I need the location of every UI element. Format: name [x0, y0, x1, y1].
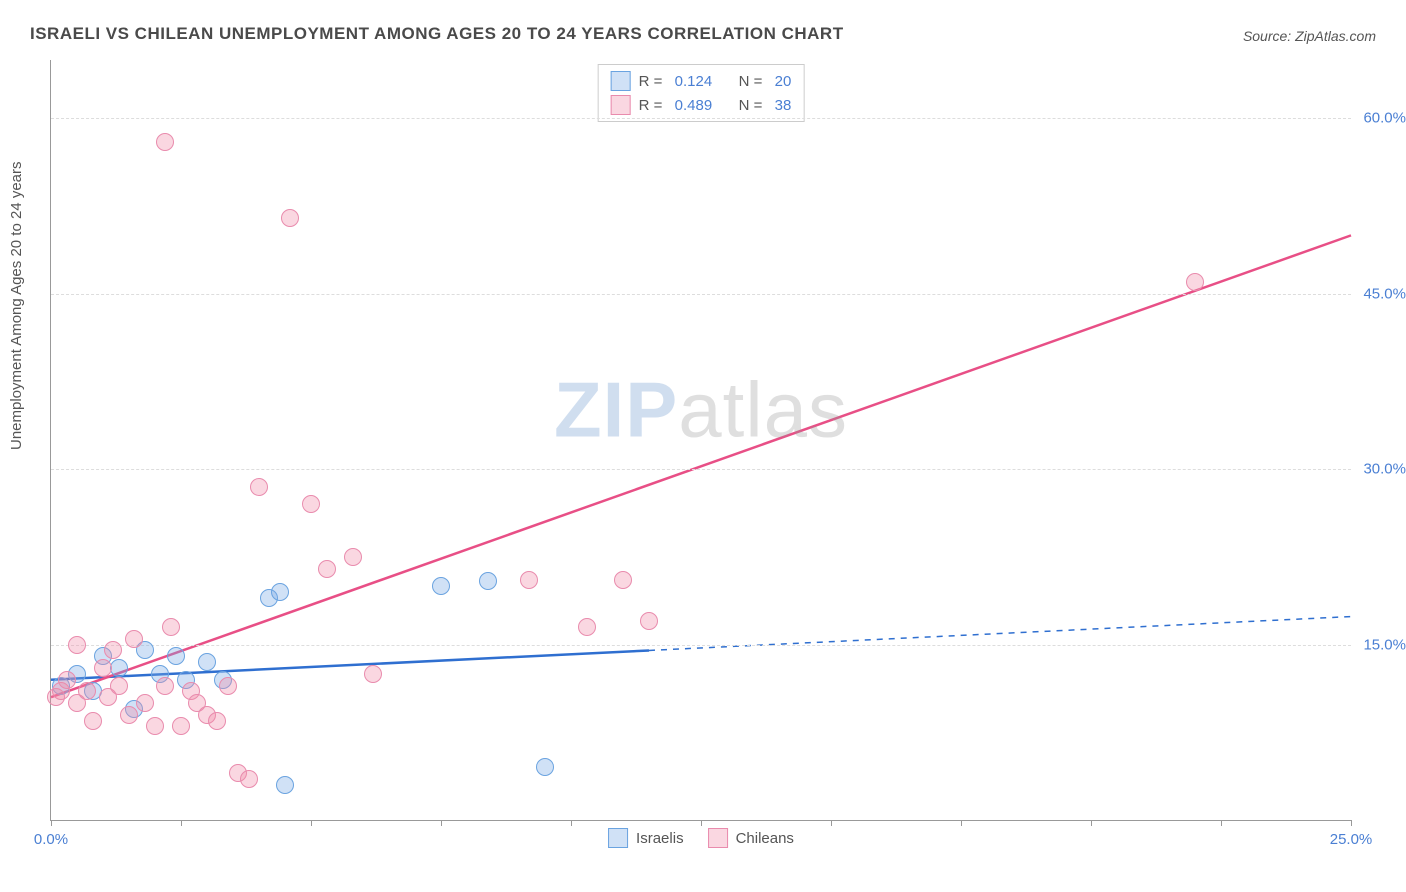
swatch-israelis-icon: [611, 71, 631, 91]
y-tick-label: 30.0%: [1363, 461, 1406, 478]
data-point-chileans: [136, 694, 154, 712]
data-point-chileans: [578, 618, 596, 636]
data-point-chileans: [58, 671, 76, 689]
x-tick: [961, 820, 962, 826]
data-point-chileans: [156, 677, 174, 695]
legend-label-chileans: Chileans: [736, 830, 794, 847]
correlation-legend: R = 0.124 N = 20 R = 0.489 N = 38: [598, 64, 805, 122]
n-value-chileans: 38: [775, 97, 792, 114]
n-label: N =: [739, 73, 767, 90]
data-point-chileans: [172, 717, 190, 735]
data-point-chileans: [146, 717, 164, 735]
data-point-chileans: [208, 712, 226, 730]
x-tick: [1221, 820, 1222, 826]
y-tick-label: 15.0%: [1363, 636, 1406, 653]
r-value-israelis: 0.124: [675, 73, 731, 90]
data-point-israelis: [536, 758, 554, 776]
x-tick: [311, 820, 312, 826]
data-point-israelis: [110, 659, 128, 677]
n-value-israelis: 20: [775, 73, 792, 90]
data-point-chileans: [125, 630, 143, 648]
data-point-chileans: [520, 571, 538, 589]
chart-title: ISRAELI VS CHILEAN UNEMPLOYMENT AMONG AG…: [30, 24, 844, 44]
data-point-chileans: [219, 677, 237, 695]
data-point-israelis: [167, 647, 185, 665]
data-point-chileans: [110, 677, 128, 695]
data-point-chileans: [156, 133, 174, 151]
x-tick: [1351, 820, 1352, 826]
data-point-israelis: [198, 653, 216, 671]
n-label: N =: [739, 97, 767, 114]
data-point-chileans: [240, 770, 258, 788]
data-point-chileans: [318, 560, 336, 578]
legend-label-israelis: Israelis: [636, 830, 684, 847]
legend-item-israelis: Israelis: [608, 828, 684, 848]
swatch-israelis-icon: [608, 828, 628, 848]
watermark: ZIPatlas: [554, 364, 848, 455]
series-legend: Israelis Chileans: [608, 828, 794, 848]
data-point-chileans: [614, 571, 632, 589]
data-point-chileans: [162, 618, 180, 636]
gridline: [51, 469, 1351, 470]
swatch-chileans-icon: [611, 95, 631, 115]
x-tick-label: 0.0%: [34, 831, 68, 848]
data-point-chileans: [94, 659, 112, 677]
y-tick-label: 60.0%: [1363, 110, 1406, 127]
x-tick: [831, 820, 832, 826]
x-tick: [51, 820, 52, 826]
scatter-plot-area: ZIPatlas R = 0.124 N = 20 R = 0.489 N = …: [50, 60, 1351, 821]
swatch-chileans-icon: [708, 828, 728, 848]
y-tick-label: 45.0%: [1363, 285, 1406, 302]
data-point-chileans: [104, 641, 122, 659]
gridline: [51, 294, 1351, 295]
data-point-chileans: [250, 478, 268, 496]
data-point-israelis: [271, 583, 289, 601]
data-point-chileans: [364, 665, 382, 683]
source-attribution: Source: ZipAtlas.com: [1243, 28, 1376, 44]
x-tick: [1091, 820, 1092, 826]
watermark-atlas: atlas: [678, 365, 848, 453]
r-label: R =: [639, 73, 667, 90]
data-point-israelis: [432, 577, 450, 595]
x-tick: [701, 820, 702, 826]
r-label: R =: [639, 97, 667, 114]
y-axis-label: Unemployment Among Ages 20 to 24 years: [8, 161, 25, 450]
gridline: [51, 645, 1351, 646]
r-value-chileans: 0.489: [675, 97, 731, 114]
data-point-chileans: [120, 706, 138, 724]
legend-item-chileans: Chileans: [708, 828, 794, 848]
data-point-israelis: [276, 776, 294, 794]
watermark-zip: ZIP: [554, 365, 678, 453]
x-tick: [441, 820, 442, 826]
data-point-chileans: [1186, 273, 1204, 291]
legend-row-chileans: R = 0.489 N = 38: [611, 93, 792, 117]
x-tick-label: 25.0%: [1330, 831, 1373, 848]
gridline: [51, 118, 1351, 119]
data-point-chileans: [68, 636, 86, 654]
data-point-chileans: [84, 712, 102, 730]
data-point-israelis: [479, 572, 497, 590]
x-tick: [181, 820, 182, 826]
data-point-chileans: [640, 612, 658, 630]
trend-lines-svg: [51, 60, 1351, 820]
x-tick: [571, 820, 572, 826]
trend-line-chileans: [51, 235, 1351, 697]
data-point-chileans: [302, 495, 320, 513]
data-point-chileans: [281, 209, 299, 227]
legend-row-israelis: R = 0.124 N = 20: [611, 69, 792, 93]
data-point-chileans: [78, 682, 96, 700]
data-point-chileans: [344, 548, 362, 566]
